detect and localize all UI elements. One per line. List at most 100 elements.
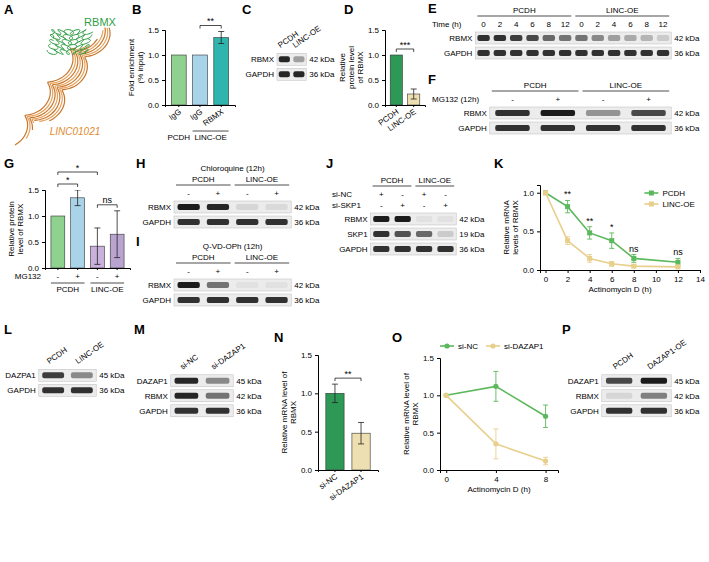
size-label: 36 kDa [674, 407, 700, 416]
tick: 14 [696, 270, 705, 284]
blot-strip [174, 279, 291, 291]
group-line [492, 91, 579, 92]
tick: 0.0 [523, 266, 540, 275]
band [559, 50, 571, 56]
band [206, 408, 230, 414]
blot-strip [371, 213, 457, 225]
group-line [193, 131, 229, 132]
size-label: 36 kDa [236, 407, 262, 416]
axis-line [46, 269, 131, 271]
group-line [477, 16, 571, 17]
axis-line [166, 106, 236, 108]
group-label: LINC-OE [419, 176, 451, 185]
tick-mark [117, 268, 118, 270]
treatment-cell: 2 [498, 20, 503, 29]
tick: 0.5 [301, 428, 318, 437]
band [541, 110, 575, 116]
tick-label: 0.0 [301, 466, 313, 475]
group-label: LINC-OE [194, 133, 226, 142]
tick-mark [568, 270, 569, 273]
treatment-cell: 2 [596, 20, 601, 29]
group-line [235, 263, 290, 264]
row-label: GAPDH [458, 124, 487, 133]
axis-title-line: Fold enrichment [127, 38, 136, 96]
blot-strip [171, 405, 233, 417]
axis-title-line: Relative mRNA [502, 200, 511, 255]
axis-line [437, 359, 441, 471]
legend-marker [490, 343, 495, 348]
panel-letter: F [428, 72, 436, 87]
treatment-label: Time (h) [432, 20, 462, 29]
tick-mark [77, 268, 78, 270]
group-label: PCDH [192, 253, 215, 262]
annotation: ns [103, 195, 113, 205]
group-line [235, 185, 290, 186]
row-label: GAPDH [444, 49, 473, 58]
protein-chain [50, 30, 93, 35]
annotation: * [66, 175, 70, 185]
rna-label: LINC01021 [50, 126, 101, 137]
size-label: 42 kDa [294, 281, 320, 290]
error-bar [493, 429, 498, 459]
tick: IgG [167, 105, 183, 122]
panel-letter: C [242, 2, 252, 17]
treatment-cell: + [443, 201, 448, 210]
tick-mark [42, 268, 45, 269]
band [624, 50, 636, 56]
axis-line [537, 186, 541, 271]
annotation: * [610, 222, 614, 232]
error-bar [565, 237, 570, 245]
tick-label: 1.0 [523, 189, 535, 198]
blot-strip [602, 390, 671, 402]
treatment-cell: 8 [547, 20, 552, 29]
plot-area [171, 32, 228, 106]
y-axis: 0.00.51.01.5 [28, 186, 46, 273]
tick: 1.0 [523, 189, 540, 198]
tick-mark [396, 105, 397, 107]
row-label: RBMX [148, 281, 172, 290]
band [592, 35, 604, 41]
marker [675, 264, 680, 269]
x-label: MG132 [15, 272, 42, 281]
band [586, 125, 620, 131]
tick-label: 4 [588, 275, 593, 284]
treatment-cell: - [423, 201, 426, 210]
row-label: RBMX [464, 109, 488, 118]
tick-label: + [75, 272, 80, 281]
annotation: ** [564, 189, 572, 199]
tick-label: 1.5 [148, 26, 160, 35]
axis-line [319, 471, 379, 473]
band [175, 378, 199, 384]
band [526, 35, 538, 41]
protein-chain [49, 44, 90, 49]
tick: - [57, 268, 60, 281]
marker [543, 190, 548, 195]
band [494, 35, 506, 41]
tick-label: 0.5 [28, 238, 40, 247]
tick-mark [315, 432, 318, 433]
tick-label: + [115, 272, 120, 281]
band [477, 35, 489, 41]
band [641, 378, 667, 384]
band [657, 35, 669, 41]
axis-line [315, 356, 319, 471]
tick: 4 [588, 270, 593, 284]
size-label: 42 kDa [674, 34, 700, 43]
tick-mark [700, 270, 701, 273]
legend-marker [649, 191, 654, 196]
marker [543, 414, 548, 419]
row-label: DAZAP1 [137, 377, 169, 386]
band [624, 35, 636, 41]
marker [609, 238, 614, 243]
tick-label: 0.0 [148, 101, 160, 110]
tick: 2 [566, 270, 571, 284]
band [437, 231, 453, 237]
tick-mark [382, 30, 385, 31]
row-label: RBMX [148, 203, 172, 212]
axis-title: Actinomycin D (h) [467, 485, 530, 494]
tick-mark [162, 55, 165, 56]
panel-letter: E [428, 1, 437, 16]
annotation: ns [673, 247, 683, 257]
axis-title: Relativeprotein levelof RBMX [338, 46, 365, 89]
plot-area [444, 371, 549, 464]
